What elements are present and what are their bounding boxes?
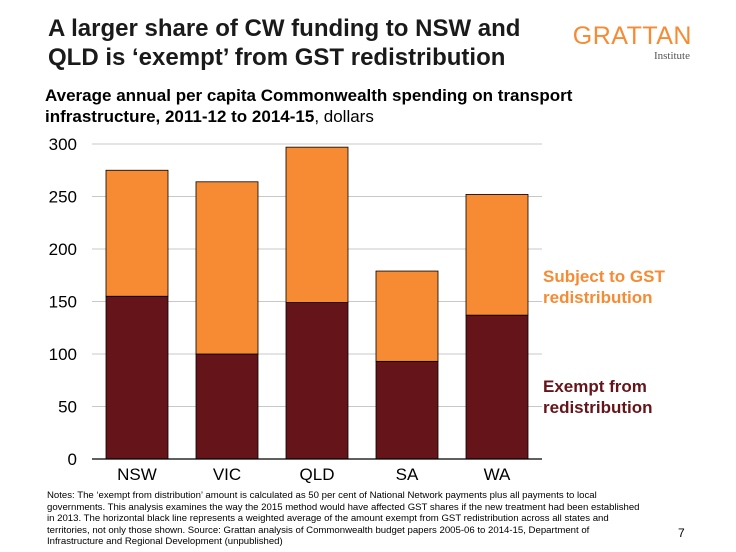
slide-title: A larger share of CW funding to NSW and … — [48, 15, 521, 71]
y-tick-label: 0 — [68, 450, 77, 469]
grattan-logo: GRATTAN Institute — [572, 22, 692, 63]
legend-exempt-label: Exempt from — [543, 377, 647, 396]
x-tick-label: NSW — [117, 465, 157, 484]
y-tick-label: 150 — [49, 293, 77, 312]
y-tick-label: 250 — [49, 188, 77, 207]
y-tick-label: 50 — [58, 398, 77, 417]
bar-exempt — [465, 314, 529, 460]
legend-exempt-label: redistribution — [543, 398, 653, 417]
chart-subtitle: Average annual per capita Commonwealth s… — [45, 85, 685, 127]
x-tick-label: QLD — [300, 465, 335, 484]
chart-subtitle-bold: Average annual per capita Commonwealth s… — [45, 86, 573, 126]
chart-subtitle-units: , dollars — [314, 107, 374, 126]
stacked-bar-chart: 0 50 100 150 200 250 300 NSW VIC QLD SA WA Subject t… — [49, 135, 666, 484]
y-tick-label: 100 — [49, 345, 77, 364]
page-number: 7 — [678, 526, 685, 540]
x-tick-label: SA — [396, 465, 419, 484]
logo-word: GRATTAN — [572, 22, 692, 50]
bar-exempt — [195, 353, 259, 460]
logo-subtitle: Institute — [653, 50, 690, 62]
bar-subject — [195, 181, 259, 355]
bar-exempt — [375, 360, 439, 460]
bar-subject — [465, 193, 529, 316]
legend-subject-label: Subject to GST — [543, 267, 665, 286]
chart-notes: Notes: The ‘exempt from distribution’ am… — [47, 490, 640, 547]
bar-subject — [375, 270, 439, 362]
y-tick-label: 300 — [49, 135, 77, 154]
bar-subject — [105, 169, 169, 297]
bar-exempt — [105, 295, 169, 460]
y-tick-label: 200 — [49, 240, 77, 259]
legend-subject-label: redistribution — [543, 288, 653, 307]
x-tick-label: WA — [484, 465, 511, 484]
bar-exempt — [285, 302, 349, 460]
bar-subject — [285, 146, 349, 303]
x-tick-label: VIC — [213, 465, 241, 484]
